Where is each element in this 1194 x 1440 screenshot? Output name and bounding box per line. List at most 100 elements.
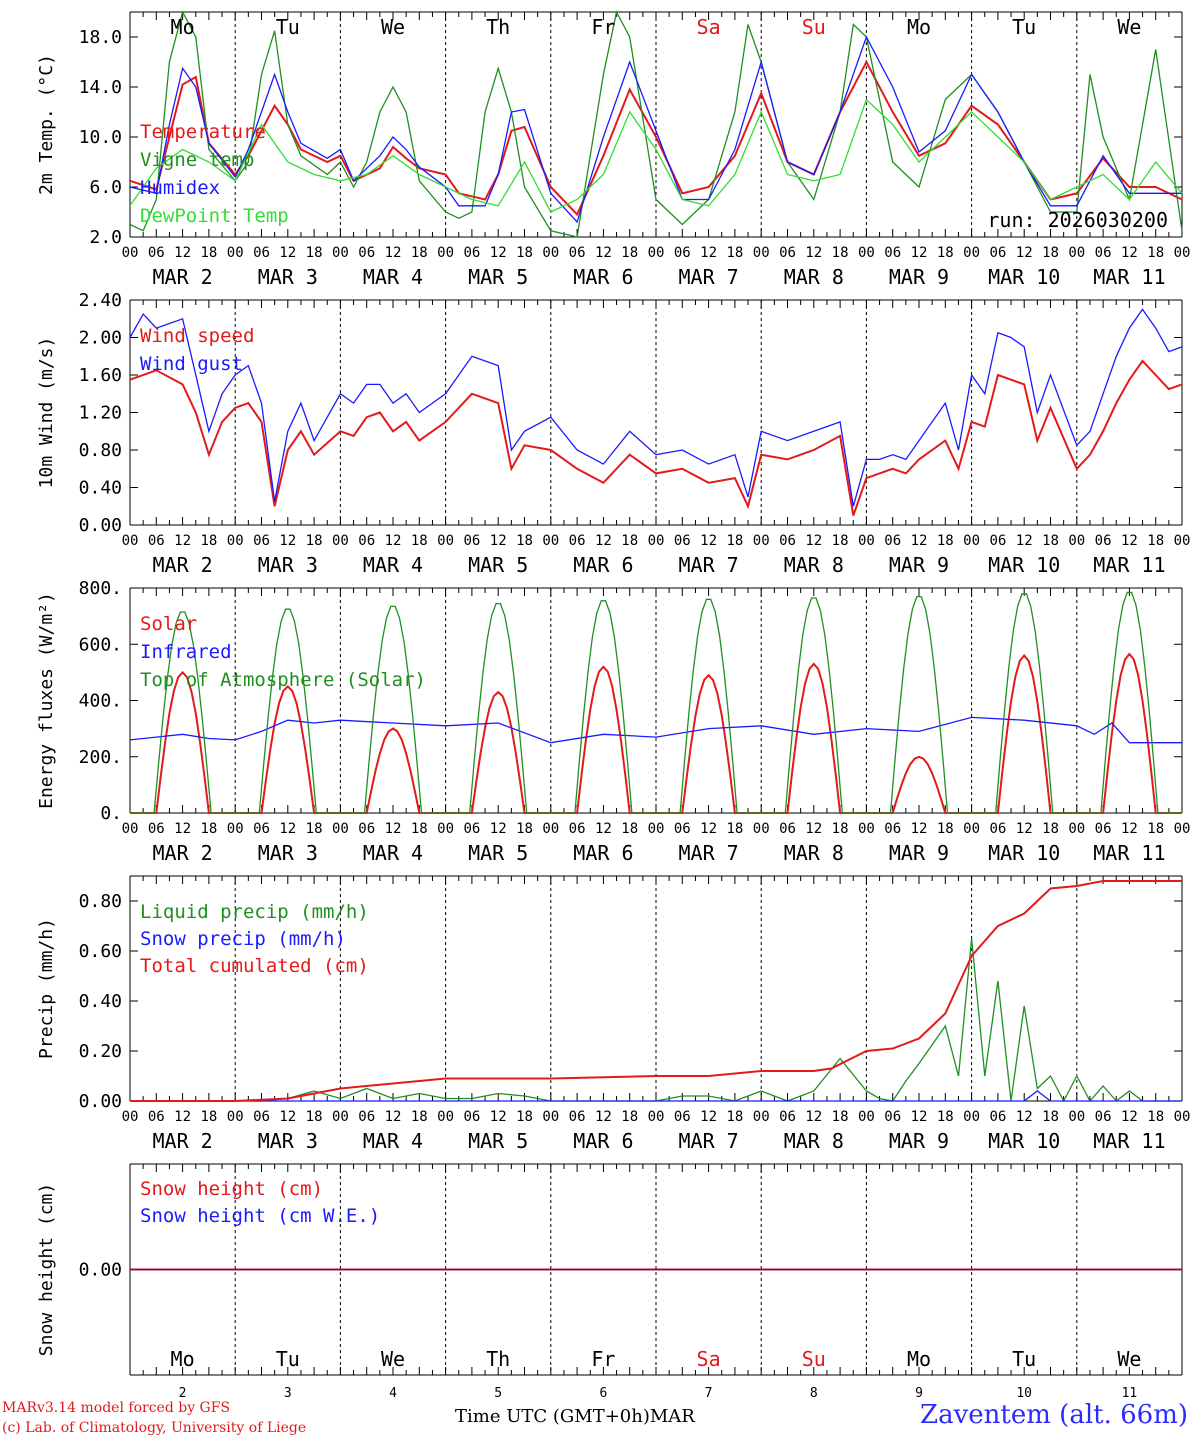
hour-tick-label: 12	[805, 1109, 822, 1125]
y-tick-label: 6.0	[89, 177, 122, 198]
station-name: Zaventem (alt. 66m)	[920, 1400, 1188, 1430]
weekday-label: Th	[486, 15, 510, 39]
hour-tick-label: 00	[1068, 533, 1085, 549]
panel-5	[129, 1163, 1183, 1376]
hour-tick-label: 18	[937, 245, 954, 261]
hour-tick-label: 00	[858, 245, 875, 261]
hour-tick-label: 12	[174, 533, 191, 549]
hour-tick-label: 18	[516, 533, 533, 549]
y-tick-label: 10.0	[79, 127, 122, 148]
y-tick-label: 0.80	[79, 891, 122, 912]
hour-tick-label: 12	[1121, 1109, 1138, 1125]
date-label: MAR 11	[1093, 1129, 1165, 1153]
bottom-weekday-label: Mo	[171, 1347, 195, 1371]
hour-tick-label: 18	[200, 1109, 217, 1125]
y-tick-label: 0.00	[79, 1091, 122, 1112]
y-axis-title: Precip (mm/h)	[36, 918, 57, 1059]
hour-tick-label: 06	[148, 1109, 165, 1125]
date-label: MAR 6	[573, 265, 633, 289]
hour-tick-label: 18	[1147, 533, 1164, 549]
hour-tick-label: 00	[332, 533, 349, 549]
hour-tick-label: 00	[753, 533, 770, 549]
model-credit: MARv3.14 model forced by GFS	[2, 1400, 231, 1416]
hour-tick-label: 00	[122, 1109, 139, 1125]
y-tick-label: 800.	[79, 578, 122, 599]
hour-tick-label: 18	[726, 1109, 743, 1125]
legend-entry: Snow precip (mm/h)	[140, 928, 346, 950]
hour-tick-label: 00	[227, 821, 244, 837]
hour-tick-label: 12	[1016, 533, 1033, 549]
hour-tick-label: 12	[279, 245, 296, 261]
hour-tick-label: 18	[832, 533, 849, 549]
hour-tick-label: 18	[832, 821, 849, 837]
weekday-label: We	[1117, 15, 1141, 39]
hour-tick-label: 00	[227, 245, 244, 261]
hour-tick-label: 12	[1121, 245, 1138, 261]
date-label: MAR 4	[363, 1129, 423, 1153]
hour-tick-label: 18	[1042, 1109, 1059, 1125]
legend-entry: Temperature	[140, 121, 266, 143]
hour-tick-label: 06	[358, 533, 375, 549]
hour-tick-label: 00	[858, 821, 875, 837]
hour-tick-label: 18	[1147, 245, 1164, 261]
hour-tick-label: 18	[1042, 533, 1059, 549]
bottom-weekday-label: We	[381, 1347, 405, 1371]
y-tick-label: 0.00	[79, 515, 122, 536]
date-label: MAR 5	[468, 265, 528, 289]
weekday-label: Tu	[1012, 15, 1036, 39]
date-label: MAR 8	[784, 841, 844, 865]
hour-tick-label: 00	[332, 245, 349, 261]
y-tick-label: 0.60	[79, 941, 122, 962]
legend-entry: Wind speed	[140, 325, 254, 347]
hour-tick-label: 18	[937, 533, 954, 549]
y-tick-label: 0.00	[79, 1260, 122, 1281]
hour-tick-label: 00	[332, 821, 349, 837]
hour-tick-label: 06	[463, 533, 480, 549]
series-line-dewpoint-temp	[129, 98, 1183, 213]
hour-tick-label: 18	[1042, 821, 1059, 837]
lab-credit: (c) Lab. of Climatology, University of L…	[2, 1420, 307, 1436]
date-label: MAR 11	[1093, 841, 1165, 865]
date-label: MAR 3	[258, 265, 318, 289]
hour-tick-label: 06	[674, 821, 691, 837]
hour-tick-label: 12	[174, 245, 191, 261]
series-line-humidex	[129, 35, 1182, 224]
series-line-liquid-precip-mm-h-	[130, 938, 1182, 1103]
hour-tick-label: 12	[700, 1109, 717, 1125]
day-number-label: 7	[705, 1386, 713, 1401]
date-label: MAR 11	[1093, 553, 1165, 577]
hour-tick-label: 18	[306, 1109, 323, 1125]
hour-tick-label: 00	[437, 821, 454, 837]
hour-tick-label: 00	[437, 1109, 454, 1125]
weekday-label: Fr	[591, 15, 615, 39]
date-label: MAR 10	[988, 553, 1060, 577]
series-line-top-of-atmosphere-solar-	[130, 591, 1182, 814]
hour-tick-label: 06	[569, 1109, 586, 1125]
date-label: MAR 4	[363, 265, 423, 289]
y-axis-title: Snow height (cm)	[36, 1183, 57, 1356]
y-axis-title: Energy fluxes (W/m²)	[36, 592, 57, 809]
hour-tick-label: 00	[753, 1109, 770, 1125]
day-number-label: 2	[179, 1386, 187, 1401]
hour-tick-label: 06	[779, 245, 796, 261]
day-number-label: 9	[915, 1386, 923, 1401]
date-label: MAR 4	[363, 841, 423, 865]
panel-2	[129, 299, 1183, 526]
hour-tick-label: 00	[542, 533, 559, 549]
hour-tick-label: 12	[385, 245, 402, 261]
legend-entry: DewPoint Temp	[140, 205, 289, 227]
hour-tick-label: 12	[700, 533, 717, 549]
date-label: MAR 11	[1093, 265, 1165, 289]
hour-tick-label: 12	[490, 245, 507, 261]
hour-tick-label: 18	[726, 245, 743, 261]
hour-tick-label: 18	[411, 245, 428, 261]
series-line-temperature	[129, 59, 1183, 217]
date-label: MAR 7	[678, 1129, 738, 1153]
hour-tick-label: 06	[148, 533, 165, 549]
hour-tick-label: 06	[148, 245, 165, 261]
hour-tick-label: 06	[253, 821, 270, 837]
bottom-weekday-label: Sa	[697, 1347, 721, 1371]
y-axis-title: 10m Wind (m/s)	[36, 337, 57, 489]
date-label: MAR 9	[889, 841, 949, 865]
hour-tick-label: 06	[779, 533, 796, 549]
